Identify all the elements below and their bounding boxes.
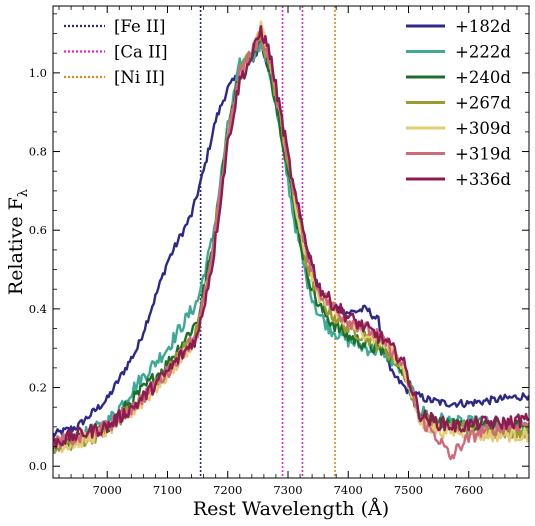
x-tick-label: 7100: [153, 483, 182, 497]
x-tick-label: 7200: [213, 483, 242, 497]
y-axis-label: Relative Fλ: [5, 189, 31, 295]
legend-label-epoch: +319d: [455, 145, 511, 164]
axis-ticks: 7000 7100 7200 7300 7400 7500 7600 0.0 0.2 0.4 0.6…: [29, 6, 529, 497]
legend-label-epoch: +240d: [455, 68, 511, 87]
x-tick-label: 7500: [394, 483, 423, 497]
legend-label-epoch: +222d: [455, 43, 511, 62]
y-tick-label: 0.6: [29, 223, 47, 237]
y-tick-label: 0.4: [29, 302, 47, 316]
plot-frame: [52, 5, 530, 479]
legend-epochs: +182d +222d +240d +267d +309d +319d +336d: [406, 17, 511, 189]
x-tick-label: 7600: [454, 483, 483, 497]
spectra-series: [53, 20, 529, 461]
series-line-336d: [53, 25, 529, 449]
y-axis-label-sub: λ: [16, 189, 31, 197]
series-line-222d: [53, 36, 529, 453]
legend-label-line: [Fe II]: [114, 17, 165, 36]
y-tick-label: 1.0: [29, 66, 47, 80]
y-axis-label-main: Relative F: [5, 197, 27, 295]
legend-ion-lines: [Fe II] [Ca II] [Ni II]: [64, 17, 168, 87]
x-tick-label: 7300: [273, 483, 302, 497]
x-axis-label: Rest Wavelength (Å): [193, 498, 389, 520]
y-tick-label: 0.0: [29, 459, 47, 473]
x-tick-label: 7400: [334, 483, 363, 497]
legend-label-epoch: +182d: [455, 17, 511, 36]
x-tick-label: 7000: [93, 483, 122, 497]
y-tick-label: 0.8: [29, 145, 47, 159]
y-tick-label: 0.2: [29, 381, 47, 395]
legend-label-epoch: +336d: [455, 170, 511, 189]
legend-label-line: [Ca II]: [114, 43, 168, 62]
legend-label-epoch: +267d: [455, 94, 511, 113]
reference-lines: [199, 6, 336, 478]
legend-label-epoch: +309d: [455, 119, 511, 138]
legend-label-line: [Ni II]: [114, 68, 165, 87]
